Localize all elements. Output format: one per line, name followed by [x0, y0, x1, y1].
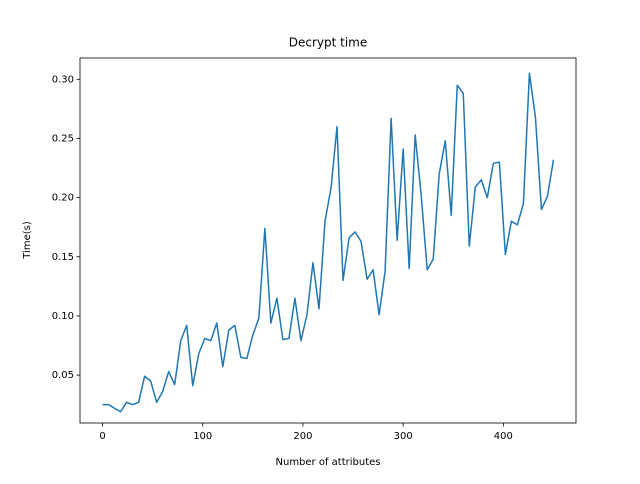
- chart-title: Decrypt time: [289, 36, 368, 50]
- y-tick-label: 0.05: [52, 370, 74, 381]
- x-tick-label: 0: [99, 431, 105, 442]
- y-tick-label: 0.15: [52, 252, 74, 263]
- data-line: [102, 72, 555, 413]
- y-tick-label: 0.20: [52, 193, 74, 204]
- x-tick-label: 400: [494, 431, 513, 442]
- y-tick-label: 0.30: [52, 74, 74, 85]
- plot-frame: [79, 57, 577, 424]
- y-axis-label: Time(s): [22, 221, 33, 260]
- x-tick-label: 300: [394, 431, 413, 442]
- y-tick-label: 0.25: [52, 133, 74, 144]
- x-axis-label: Number of attributes: [276, 457, 381, 468]
- x-tick-label: 200: [293, 431, 312, 442]
- x-tick-label: 100: [193, 431, 212, 442]
- y-tick-label: 0.10: [52, 311, 74, 322]
